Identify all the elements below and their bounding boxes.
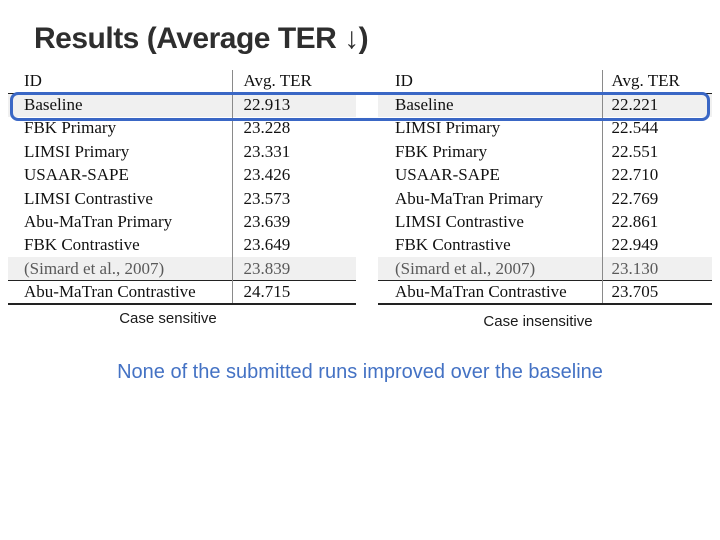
slide-title-close: ) <box>358 22 369 55</box>
table-row-reference: (Simard et al., 2007) 23.130 <box>378 257 712 281</box>
ter-cell: 23.426 <box>243 165 291 185</box>
run-id-cell: FBK Contrastive <box>378 233 603 258</box>
ter-cell: 23.649 <box>243 235 291 255</box>
column-header-ter: Avg. TER <box>232 70 356 94</box>
table-row: FBK Contrastive 23.649 <box>8 233 356 258</box>
table-row: Abu-MaTran Contrastive 23.705 <box>378 280 712 304</box>
table-row: LIMSI Primary 22.544 <box>378 116 712 141</box>
slide-title-text: Results (Average TER <box>34 22 345 55</box>
run-id-cell: USAAR-SAPE <box>8 163 233 187</box>
table-row: LIMSI Contrastive 22.861 <box>378 210 712 234</box>
ter-cell: 22.769 <box>611 188 659 208</box>
table-row: FBK Primary 22.551 <box>378 140 712 164</box>
run-id-cell: FBK Primary <box>8 116 233 141</box>
caption-case-sensitive: Case sensitive <box>119 310 217 327</box>
ter-cell: 23.839 <box>232 257 356 281</box>
column-header-ter: Avg. TER <box>602 70 712 94</box>
slide-title: Results (Average TER ↓) <box>34 22 369 56</box>
table-row: USAAR-SAPE 22.710 <box>378 163 712 187</box>
run-id-cell: (Simard et al., 2007) <box>378 257 603 281</box>
table-row: FBK Primary 23.228 <box>8 116 356 141</box>
caption-case-insensitive: Case insensitive <box>483 313 593 330</box>
ter-cell: 22.710 <box>611 165 659 185</box>
ter-cell: 22.551 <box>611 141 659 161</box>
ter-cell: 24.715 <box>232 280 356 304</box>
ter-cell: 23.639 <box>243 212 291 232</box>
ter-cell: 22.221 <box>602 93 712 117</box>
table-row: Abu-MaTran Primary 23.639 <box>8 210 356 234</box>
case-insensitive-table: ID Avg. TER Baseline 22.221 LIMSI Primar… <box>378 70 712 305</box>
ter-cell: 23.228 <box>243 118 291 138</box>
run-id-cell: LIMSI Contrastive <box>378 210 603 234</box>
conclusion-text: None of the submitted runs improved over… <box>117 361 603 383</box>
table-row: Abu-MaTran Primary 22.769 <box>378 186 712 211</box>
run-id-cell: Abu-MaTran Primary <box>8 210 233 234</box>
table-row: FBK Contrastive 22.949 <box>378 233 712 258</box>
table-row: USAAR-SAPE 23.426 <box>8 163 356 187</box>
run-id-cell: USAAR-SAPE <box>378 163 603 187</box>
table-row: Abu-MaTran Contrastive 24.715 <box>8 280 356 304</box>
ter-cell: 23.331 <box>243 141 291 161</box>
ter-cell: 22.949 <box>611 235 659 255</box>
run-id-cell: LIMSI Contrastive <box>8 186 233 211</box>
run-id-cell: FBK Contrastive <box>8 233 233 258</box>
down-arrow-icon: ↓ <box>344 22 359 55</box>
column-header-id: ID <box>8 70 233 94</box>
ter-cell: 23.573 <box>243 188 291 208</box>
table-header-row: ID Avg. TER <box>378 70 712 94</box>
run-id-cell: Abu-MaTran Contrastive <box>378 280 603 304</box>
run-id-cell: Baseline <box>8 93 233 117</box>
table-row: LIMSI Contrastive 23.573 <box>8 186 356 211</box>
baseline-highlight-box <box>10 92 710 121</box>
run-id-cell: (Simard et al., 2007) <box>8 257 233 281</box>
ter-cell: 23.705 <box>602 280 712 304</box>
table-header-row: ID Avg. TER <box>8 70 356 94</box>
table-row-baseline: Baseline 22.913 <box>8 93 356 117</box>
table-row: LIMSI Primary 23.331 <box>8 140 356 164</box>
run-id-cell: LIMSI Primary <box>8 140 233 164</box>
column-header-id: ID <box>378 70 603 94</box>
run-id-cell: Abu-MaTran Primary <box>378 186 603 211</box>
ter-cell: 22.544 <box>611 118 659 138</box>
ter-cell: 22.861 <box>611 212 659 232</box>
table-row-reference: (Simard et al., 2007) 23.839 <box>8 257 356 281</box>
run-id-cell: LIMSI Primary <box>378 116 603 141</box>
ter-cell: 23.130 <box>602 257 712 281</box>
run-id-cell: Baseline <box>378 93 603 117</box>
ter-cell: 22.913 <box>232 93 356 117</box>
table-row-baseline: Baseline 22.221 <box>378 93 712 117</box>
run-id-cell: Abu-MaTran Contrastive <box>8 280 233 304</box>
case-sensitive-table: ID Avg. TER Baseline 22.913 FBK Primary … <box>8 70 356 305</box>
run-id-cell: FBK Primary <box>378 140 603 164</box>
